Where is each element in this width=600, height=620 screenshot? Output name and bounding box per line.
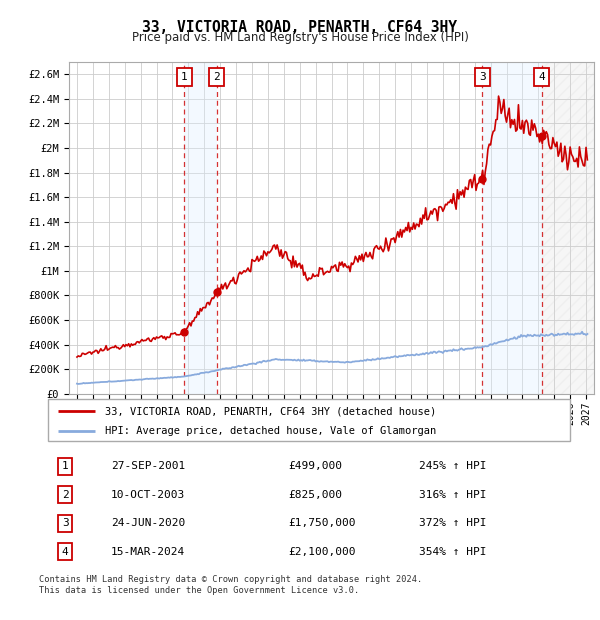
Text: Contains HM Land Registry data © Crown copyright and database right 2024.
This d: Contains HM Land Registry data © Crown c… <box>39 575 422 595</box>
Text: 33, VICTORIA ROAD, PENARTH, CF64 3HY (detached house): 33, VICTORIA ROAD, PENARTH, CF64 3HY (de… <box>106 406 437 416</box>
Text: 245% ↑ HPI: 245% ↑ HPI <box>419 461 486 471</box>
Text: 3: 3 <box>479 72 485 82</box>
FancyBboxPatch shape <box>48 399 570 441</box>
Text: 1: 1 <box>181 72 188 82</box>
Text: £2,100,000: £2,100,000 <box>288 547 356 557</box>
Text: 24-JUN-2020: 24-JUN-2020 <box>110 518 185 528</box>
Text: 15-MAR-2024: 15-MAR-2024 <box>110 547 185 557</box>
Text: 10-OCT-2003: 10-OCT-2003 <box>110 490 185 500</box>
Text: 2: 2 <box>213 72 220 82</box>
Text: 316% ↑ HPI: 316% ↑ HPI <box>419 490 486 500</box>
Bar <box>482 62 542 394</box>
Text: 3: 3 <box>62 518 68 528</box>
Text: HPI: Average price, detached house, Vale of Glamorgan: HPI: Average price, detached house, Vale… <box>106 426 437 436</box>
Text: 4: 4 <box>62 547 68 557</box>
Text: 354% ↑ HPI: 354% ↑ HPI <box>419 547 486 557</box>
Text: £499,000: £499,000 <box>288 461 342 471</box>
Bar <box>542 62 594 394</box>
Text: 2: 2 <box>62 490 68 500</box>
Text: £1,750,000: £1,750,000 <box>288 518 356 528</box>
Text: Price paid vs. HM Land Registry's House Price Index (HPI): Price paid vs. HM Land Registry's House … <box>131 31 469 44</box>
Text: 372% ↑ HPI: 372% ↑ HPI <box>419 518 486 528</box>
Text: 27-SEP-2001: 27-SEP-2001 <box>110 461 185 471</box>
Bar <box>184 62 217 394</box>
Text: £825,000: £825,000 <box>288 490 342 500</box>
Text: 1: 1 <box>62 461 68 471</box>
Text: 4: 4 <box>538 72 545 82</box>
Text: 33, VICTORIA ROAD, PENARTH, CF64 3HY: 33, VICTORIA ROAD, PENARTH, CF64 3HY <box>143 20 458 35</box>
